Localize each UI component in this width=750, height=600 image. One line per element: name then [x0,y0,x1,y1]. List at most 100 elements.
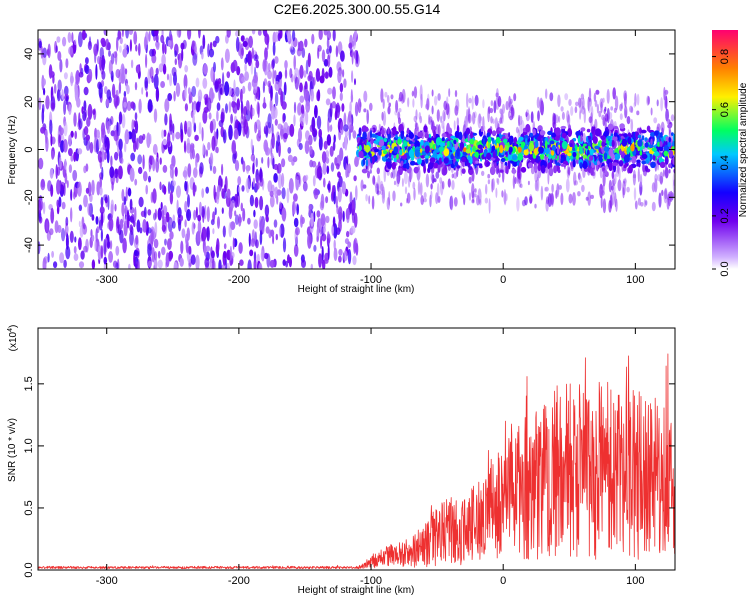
heatmap-cell [377,190,381,195]
heatmap-cell [161,53,166,67]
heatmap-cell [495,187,498,198]
heatmap-cell [152,188,157,204]
heatmap-cell [477,144,483,149]
y-tick-label: 1.0 [23,438,35,453]
snr-series-line [37,353,676,570]
heatmap-cell [533,165,538,170]
heatmap-cell [65,95,69,106]
heatmap-cell [393,146,399,154]
heatmap-cell [618,160,624,167]
heatmap-cell [566,164,570,179]
heatmap-cell [441,120,445,129]
heatmap-cell [174,50,177,58]
heatmap-cell [613,132,618,137]
heatmap-cell [579,162,583,166]
heatmap-cell [69,230,74,243]
heatmap-cell [187,163,192,178]
heatmap-cell [566,110,570,123]
heatmap-cell [277,32,281,42]
heatmap-cell [559,137,564,141]
heatmap-cell [129,198,133,211]
heatmap-cell [87,40,92,51]
x-tick-label: 0 [500,274,506,286]
heatmap-cell [392,190,396,202]
heatmap-cell [313,244,317,252]
heatmap-cell [637,167,640,183]
heatmap-cell [593,92,597,103]
heatmap-cell [556,183,560,196]
heatmap-cell [327,231,330,239]
heatmap-cell [241,103,244,120]
heatmap-cell [109,240,113,250]
heatmap-cell [612,183,616,195]
heatmap-cell [270,85,273,101]
heatmap-cell [138,98,142,114]
heatmap-cell [553,165,558,174]
heatmap-cell [49,228,54,236]
heatmap-cell [271,105,276,120]
heatmap-cell [277,123,283,130]
heatmap-cell [579,146,583,154]
heatmap-cell [236,66,241,76]
heatmap-cell [264,204,270,218]
heatmap-cell [437,124,441,136]
heatmap-cell [579,98,583,114]
heatmap-cell [557,169,561,174]
heatmap-cell [110,199,115,213]
heatmap-cell [474,188,477,194]
heatmap-cell [560,106,564,112]
heatmap-cell [358,144,362,151]
heatmap-cell [172,180,177,187]
heatmap-cell [414,149,420,158]
heatmap-cell [658,192,662,208]
heatmap-cell [177,207,182,219]
heatmap-cell [364,144,371,153]
heatmap-cell [598,146,602,153]
heatmap-cell [650,132,655,137]
heatmap-cell [406,127,410,134]
heatmap-cell [668,168,671,174]
heatmap-cell [57,51,62,61]
heatmap-cell [403,171,408,185]
heatmap-cell [577,172,581,180]
heatmap-cell [670,114,675,122]
heatmap-cell [162,138,167,146]
heatmap-cell [318,30,323,41]
heatmap-cell [403,147,406,153]
heatmap-cell [40,46,44,59]
heatmap-cell [250,104,253,120]
heatmap-cell [337,69,342,83]
heatmap-cell [241,185,245,192]
heatmap-cell [121,113,126,129]
heatmap-cell [590,194,594,199]
heatmap-cell [113,130,119,142]
heatmap-cell [664,187,668,200]
heatmap-cell [179,257,184,267]
heatmap-cell [236,98,240,111]
heatmap-cell [317,89,321,102]
heatmap-cell [162,164,168,173]
heatmap-cell [133,220,136,228]
heatmap-cell [537,156,541,161]
colorbar-tick-label: 0.8 [719,49,731,64]
heatmap-cell [211,135,216,152]
heatmap-cell [326,54,331,68]
heatmap-cell [184,85,187,100]
heatmap-cell [270,184,275,193]
heatmap-cell [443,148,450,157]
heatmap-cell [103,256,108,265]
heatmap-cell [351,70,354,83]
heatmap-cell [233,79,236,95]
heatmap-cell [203,63,208,75]
heatmap-cell [196,230,201,243]
heatmap-cell [408,132,414,140]
heatmap-cell [459,141,465,151]
heatmap-cell [583,143,587,147]
heatmap-cell [70,188,73,201]
heatmap-cell [350,225,356,234]
heatmap-cell [78,261,85,269]
heatmap-cell [241,47,244,56]
heatmap-cell [111,83,116,98]
heatmap-cell [565,178,570,193]
heatmap-cell [665,108,669,122]
